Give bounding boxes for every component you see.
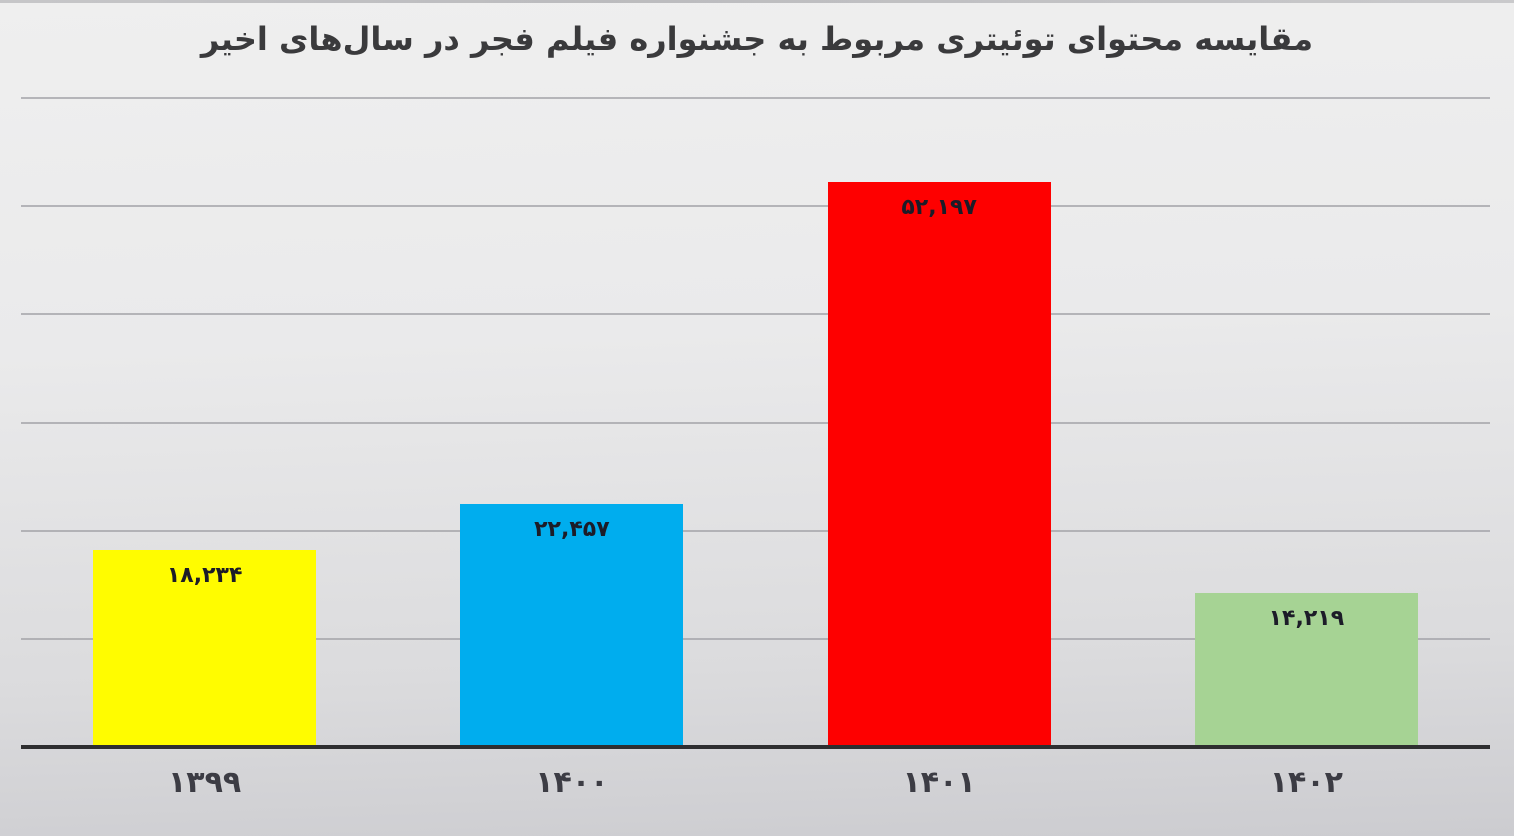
gridline-30000 <box>21 421 1490 424</box>
chart-title: مقایسه محتوای توئیتری مربوط به جشنواره ف… <box>200 20 1314 58</box>
bar-value-label: ۲۲,۴۵۷ <box>534 517 610 543</box>
x-axis-label-1400: ۱۴۰۰ <box>535 765 609 800</box>
gridline-40000 <box>21 313 1490 316</box>
plot-area: ۱۸,۲۳۴ ۲۲,۴۵۷ ۵۲,۱۹۷ ۱۴,۲۱۹ <box>21 97 1490 749</box>
bar-1399: ۱۸,۲۳۴ <box>93 549 317 747</box>
bar-1400: ۲۲,۴۵۷ <box>460 504 684 747</box>
gridline-50000 <box>21 205 1490 208</box>
bar-slot: ۱۸,۲۳۴ <box>21 98 388 747</box>
x-axis-line <box>21 745 1490 749</box>
bar-value-label: ۱۴,۲۱۹ <box>1268 606 1345 632</box>
bars-container: ۱۸,۲۳۴ ۲۲,۴۵۷ ۵۲,۱۹۷ ۱۴,۲۱۹ <box>21 98 1490 747</box>
bar-1401: ۵۲,۱۹۷ <box>827 182 1051 747</box>
bar-slot: ۱۴,۲۱۹ <box>1123 98 1490 747</box>
bar-1402: ۱۴,۲۱۹ <box>1194 593 1418 747</box>
top-edge-shade <box>0 0 1514 3</box>
x-axis-label-1401: ۱۴۰۱ <box>902 765 976 800</box>
gridline-10000 <box>21 637 1490 640</box>
bar-slot: ۲۲,۴۵۷ <box>388 98 755 747</box>
bar-value-label: ۱۸,۲۳۴ <box>166 562 243 588</box>
bar-value-label: ۵۲,۱۹۷ <box>901 195 977 221</box>
bar-slot: ۵۲,۱۹۷ <box>756 98 1123 747</box>
gridline-60000 <box>21 97 1490 99</box>
x-axis-labels: ۱۳۹۹ ۱۴۰۰ ۱۴۰۱ ۱۴۰۲ <box>21 765 1490 800</box>
x-axis-label-1399: ۱۳۹۹ <box>168 765 242 800</box>
x-axis-label-1402: ۱۴۰۲ <box>1269 765 1343 800</box>
gridline-20000 <box>21 529 1490 532</box>
